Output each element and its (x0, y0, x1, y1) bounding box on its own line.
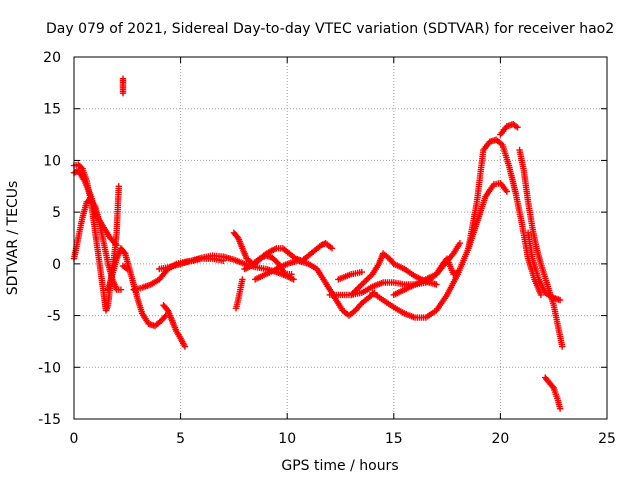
series-arc-13 (252, 257, 378, 319)
data-point (117, 286, 125, 293)
series-arc-8 (160, 302, 189, 350)
data-point (514, 124, 521, 131)
plot-frame (73, 56, 608, 420)
data-point (161, 313, 168, 321)
data-point (503, 188, 510, 195)
y-tick-label: 20 (43, 50, 61, 66)
data-point (288, 271, 295, 278)
x-tick-label: 5 (176, 431, 185, 447)
series-arc-20 (497, 121, 521, 138)
data-points (70, 75, 566, 412)
data-point (433, 281, 440, 288)
axis-ticks: 0 5 10 15 20 25 -15 -10 -5 0 5 10 15 20 (38, 50, 616, 447)
data-point (556, 405, 564, 412)
series-arc-19 (465, 136, 545, 299)
data-point (559, 343, 566, 350)
series-arc-21 (516, 146, 566, 350)
data-point (456, 240, 464, 247)
data-point (120, 249, 128, 256)
x-tick-label: 15 (385, 431, 403, 447)
x-tick-label: 20 (491, 431, 509, 447)
x-axis-label: GPS time / hours (281, 458, 398, 474)
data-point (113, 242, 120, 249)
data-point (119, 75, 127, 82)
series-arc-3 (70, 196, 125, 293)
series-arc-16 (335, 268, 365, 283)
series-arc-7 (130, 255, 227, 293)
series-arc-15 (348, 250, 440, 299)
chart-title: Day 079 of 2021, Sidereal Day-to-day VTE… (46, 21, 614, 37)
y-tick-label: 0 (52, 257, 61, 273)
data-point (358, 268, 365, 276)
y-tick-label: 10 (43, 153, 61, 169)
x-tick-label: 25 (598, 431, 616, 447)
y-axis-label: SDTVAR / TECUs (5, 181, 21, 296)
data-point (549, 383, 556, 390)
y-tick-label: -5 (47, 309, 61, 325)
x-tick-label: 10 (278, 431, 296, 447)
y-tick-label: 5 (52, 205, 61, 221)
data-point (77, 164, 85, 171)
data-point (454, 268, 461, 276)
series-arc-11 (232, 276, 246, 312)
series-arc-22 (524, 229, 564, 304)
series-arc-10 (230, 229, 295, 278)
data-point (537, 291, 545, 299)
data-point (355, 284, 362, 291)
series-arc-6 (104, 245, 169, 330)
series-arc-4 (119, 75, 127, 97)
y-tick-label: -15 (38, 412, 61, 428)
data-point (115, 183, 122, 190)
series-arc-23 (542, 374, 564, 412)
series-arc-17 (369, 180, 510, 321)
y-tick-label: -10 (38, 360, 61, 376)
data-point (239, 276, 246, 283)
series-arc-18 (390, 255, 461, 299)
x-tick-label: 0 (70, 431, 79, 447)
data-point (290, 276, 297, 283)
data-point (556, 296, 564, 304)
data-point (181, 343, 189, 350)
data-point (328, 245, 336, 252)
data-point (112, 240, 119, 247)
y-tick-label: 15 (43, 102, 61, 118)
